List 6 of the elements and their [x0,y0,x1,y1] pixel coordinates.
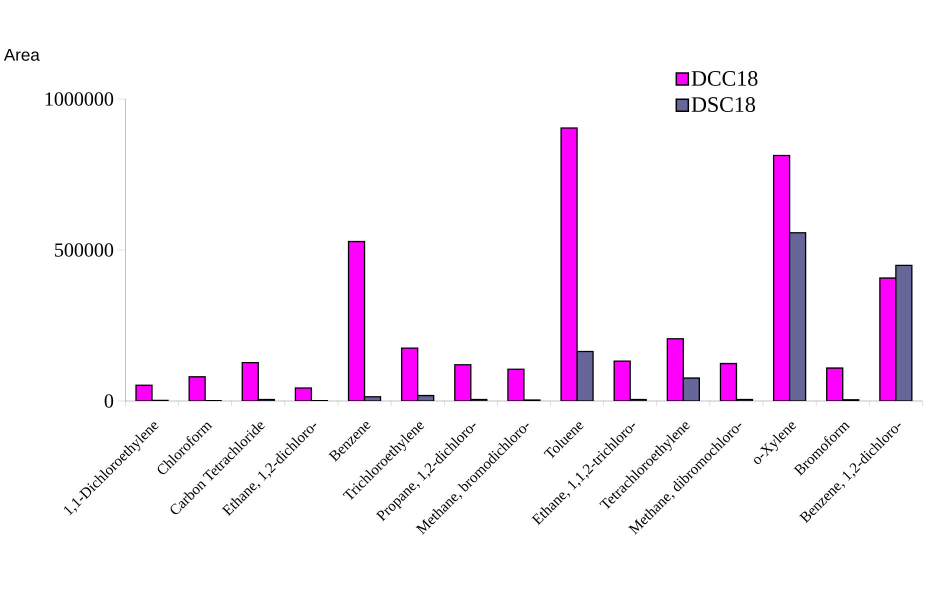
y-axis-title: Area [4,48,40,61]
y-tick-label: 0 [104,394,114,408]
legend-label: DSC18 [692,97,756,112]
y-tick-label: 1000000 [46,92,114,106]
y-tick-label: 500000 [55,243,114,257]
legend-label: DCC18 [692,70,758,86]
